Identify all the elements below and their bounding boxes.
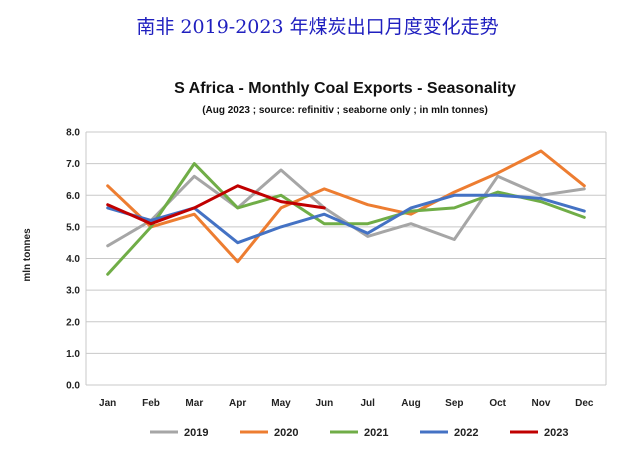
page-title: 南非 2019-2023 年煤炭出口月度变化走势 bbox=[136, 16, 499, 38]
x-tick-label: Mar bbox=[185, 398, 203, 409]
legend-label-2023: 2023 bbox=[544, 427, 568, 439]
y-axis-ticks: 0.0 1.0 2.0 3.0 4.0 5.0 6.0 7.0 8.0 bbox=[66, 128, 80, 392]
x-tick-label: Dec bbox=[575, 398, 594, 409]
chart-title: S Africa - Monthly Coal Exports - Season… bbox=[174, 80, 516, 97]
y-tick-label: 8.0 bbox=[66, 128, 80, 139]
series-line-2019 bbox=[106, 168, 586, 248]
y-tick-label: 0.0 bbox=[66, 381, 80, 392]
y-tick-label: 6.0 bbox=[66, 191, 80, 202]
x-tick-label: Nov bbox=[532, 398, 551, 409]
y-axis-label: mln tonnes bbox=[22, 228, 33, 282]
legend-label-2021: 2021 bbox=[364, 427, 388, 439]
series-line-2023 bbox=[106, 184, 326, 226]
grid-lines bbox=[85, 131, 607, 386]
x-tick-label: Oct bbox=[489, 398, 506, 409]
x-tick-label: Feb bbox=[142, 398, 160, 409]
x-tick-label: Apr bbox=[229, 398, 246, 409]
legend-label-2019: 2019 bbox=[184, 427, 208, 439]
x-tick-label: Jul bbox=[360, 398, 375, 409]
y-tick-label: 4.0 bbox=[66, 254, 80, 265]
y-tick-label: 5.0 bbox=[66, 222, 80, 233]
x-tick-label: Jan bbox=[99, 398, 116, 409]
x-tick-label: Sep bbox=[445, 398, 463, 409]
legend-label-2022: 2022 bbox=[454, 427, 478, 439]
series-line-2020 bbox=[106, 149, 586, 264]
x-tick-label: Jun bbox=[315, 398, 333, 409]
legend-label-2020: 2020 bbox=[274, 427, 298, 439]
y-tick-label: 7.0 bbox=[66, 159, 80, 170]
y-tick-label: 1.0 bbox=[66, 349, 80, 360]
series-lines bbox=[106, 149, 586, 276]
y-tick-label: 2.0 bbox=[66, 317, 80, 328]
x-tick-label: Aug bbox=[401, 398, 420, 409]
chart-subtitle: (Aug 2023 ; source: refinitiv ; seaborne… bbox=[202, 105, 488, 116]
x-axis-ticks: Jan Feb Mar Apr May Jun Jul Aug Sep Oct Nov Dec bbox=[99, 398, 594, 409]
x-tick-label: May bbox=[271, 398, 291, 409]
y-tick-label: 3.0 bbox=[66, 286, 80, 297]
legend: 2019 2020 2021 2022 2023 bbox=[150, 427, 568, 439]
